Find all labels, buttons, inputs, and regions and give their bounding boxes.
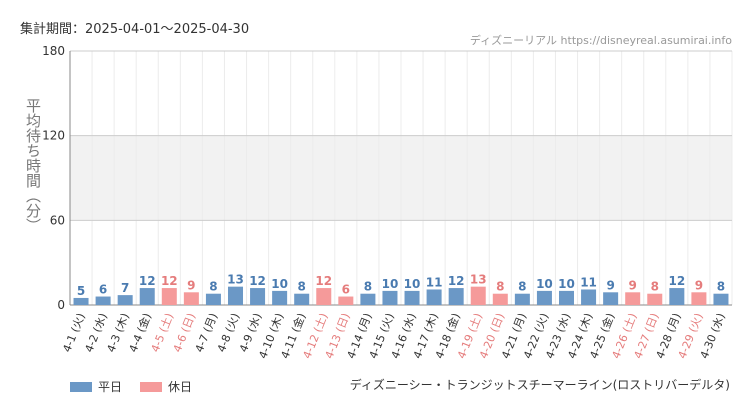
data-label: 10 (558, 277, 575, 291)
data-label: 10 (404, 277, 421, 291)
data-label: 12 (668, 274, 685, 288)
data-label: 9 (629, 278, 637, 292)
data-label: 8 (364, 280, 372, 294)
bar (227, 286, 244, 305)
bar (161, 288, 177, 305)
data-label: 8 (496, 280, 504, 294)
legend-item-weekday: 平日 (70, 378, 122, 395)
bar (205, 293, 221, 305)
bar (448, 288, 464, 305)
bar (360, 293, 376, 305)
data-label: 12 (139, 274, 156, 288)
bar (316, 288, 332, 305)
bar (95, 296, 111, 305)
bar (294, 293, 310, 305)
data-label: 8 (518, 280, 526, 294)
site-credit: ディズニーリアル https://disneyreal.asumirai.inf… (469, 34, 732, 47)
legend: 平日 休日 (70, 378, 192, 395)
attraction-name: ディズニーシー・トランジットスチーマーライン(ロストリバーデルタ) (349, 378, 730, 392)
period-label: 集計期間：2025-04-01～2025-04-30 (20, 22, 250, 37)
y-tick-label: 60 (50, 213, 65, 227)
data-label: 8 (717, 280, 725, 294)
bar (470, 286, 486, 305)
bar (514, 293, 530, 305)
bar (625, 292, 641, 305)
data-label: 5 (77, 284, 85, 298)
bar (713, 293, 729, 305)
legend-label-weekday: 平日 (98, 380, 123, 394)
legend-label-holiday: 休日 (168, 380, 193, 394)
data-label: 8 (209, 280, 217, 294)
bar (536, 290, 552, 305)
y-tick-label: 180 (42, 44, 65, 58)
legend-swatch-holiday (140, 381, 163, 392)
data-label: 12 (448, 274, 465, 288)
y-tick-label: 120 (42, 129, 65, 143)
y-tick-label: 0 (57, 298, 65, 312)
bar (117, 295, 133, 305)
data-label: 12 (161, 274, 178, 288)
bar (272, 290, 288, 305)
bar (382, 290, 398, 305)
bar (603, 292, 619, 305)
data-label: 7 (121, 281, 129, 295)
data-label: 11 (426, 275, 443, 289)
data-label: 11 (580, 275, 597, 289)
bar (426, 289, 442, 305)
data-label: 12 (315, 274, 332, 288)
legend-item-holiday: 休日 (140, 378, 192, 395)
data-label: 10 (271, 277, 288, 291)
bar (139, 288, 155, 305)
data-label: 9 (606, 278, 614, 292)
bar (558, 290, 575, 305)
data-label: 10 (382, 277, 399, 291)
data-label: 6 (99, 283, 107, 297)
bar (492, 293, 508, 305)
bar (73, 297, 89, 305)
bar (691, 292, 707, 305)
bar (647, 293, 663, 305)
data-label: 10 (536, 277, 553, 291)
bar (183, 292, 199, 305)
data-label: 6 (342, 283, 350, 297)
bar (404, 290, 420, 305)
y-axis-label: 平均待ち時間（分） (24, 97, 42, 233)
bar (669, 288, 685, 305)
bar (250, 288, 266, 305)
data-label: 9 (695, 278, 703, 292)
data-label: 12 (249, 274, 266, 288)
data-label: 8 (298, 280, 306, 294)
data-label: 13 (227, 273, 244, 287)
bar (581, 289, 597, 305)
data-label: 9 (187, 278, 195, 292)
data-label: 8 (651, 280, 659, 294)
legend-swatch-weekday (70, 381, 92, 392)
bar (338, 296, 354, 305)
data-label: 13 (470, 273, 487, 287)
